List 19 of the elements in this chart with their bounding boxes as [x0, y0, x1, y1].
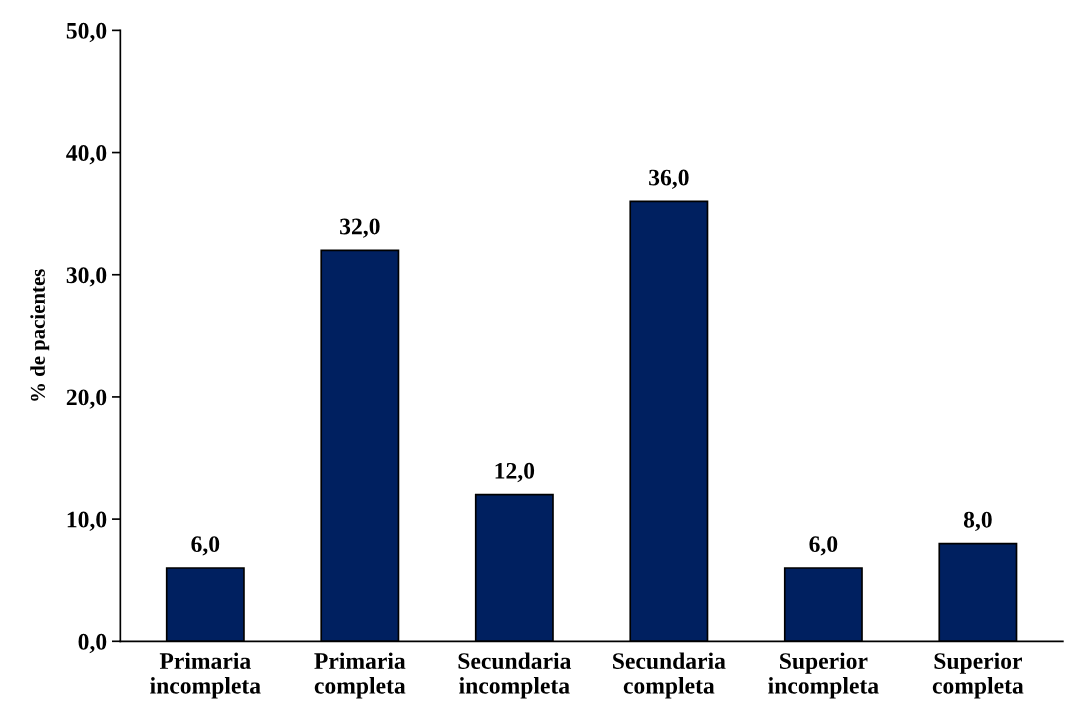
data-label: 8,0 — [963, 511, 992, 532]
y-tick-label: 20,0 — [66, 389, 107, 409]
data-label: 6,0 — [809, 536, 838, 556]
y-axis-title: % de pacientes — [30, 269, 50, 401]
y-tick-label: 50,0 — [66, 22, 107, 43]
y-tick-label: 40,0 — [66, 145, 107, 165]
data-label: 32,0 — [340, 218, 380, 238]
y-tick-label: 30,0 — [66, 267, 107, 287]
x-tick-label: Secundaria incompleta — [458, 652, 572, 699]
data-label: 6,0 — [191, 536, 220, 556]
x-tick-label: Superior incompleta — [768, 652, 879, 699]
x-tick-label: Primaria incompleta — [150, 652, 261, 699]
data-label: 12,0 — [495, 462, 535, 483]
y-tick-label: 0,0 — [78, 633, 107, 654]
x-tick-label: Superior completa — [932, 652, 1024, 699]
x-tick-label: Primaria completa — [314, 652, 406, 699]
data-label: 36,0 — [649, 169, 689, 189]
y-tick-label: 10,0 — [67, 511, 107, 531]
x-tick-label: Secundaria completa — [613, 652, 726, 699]
